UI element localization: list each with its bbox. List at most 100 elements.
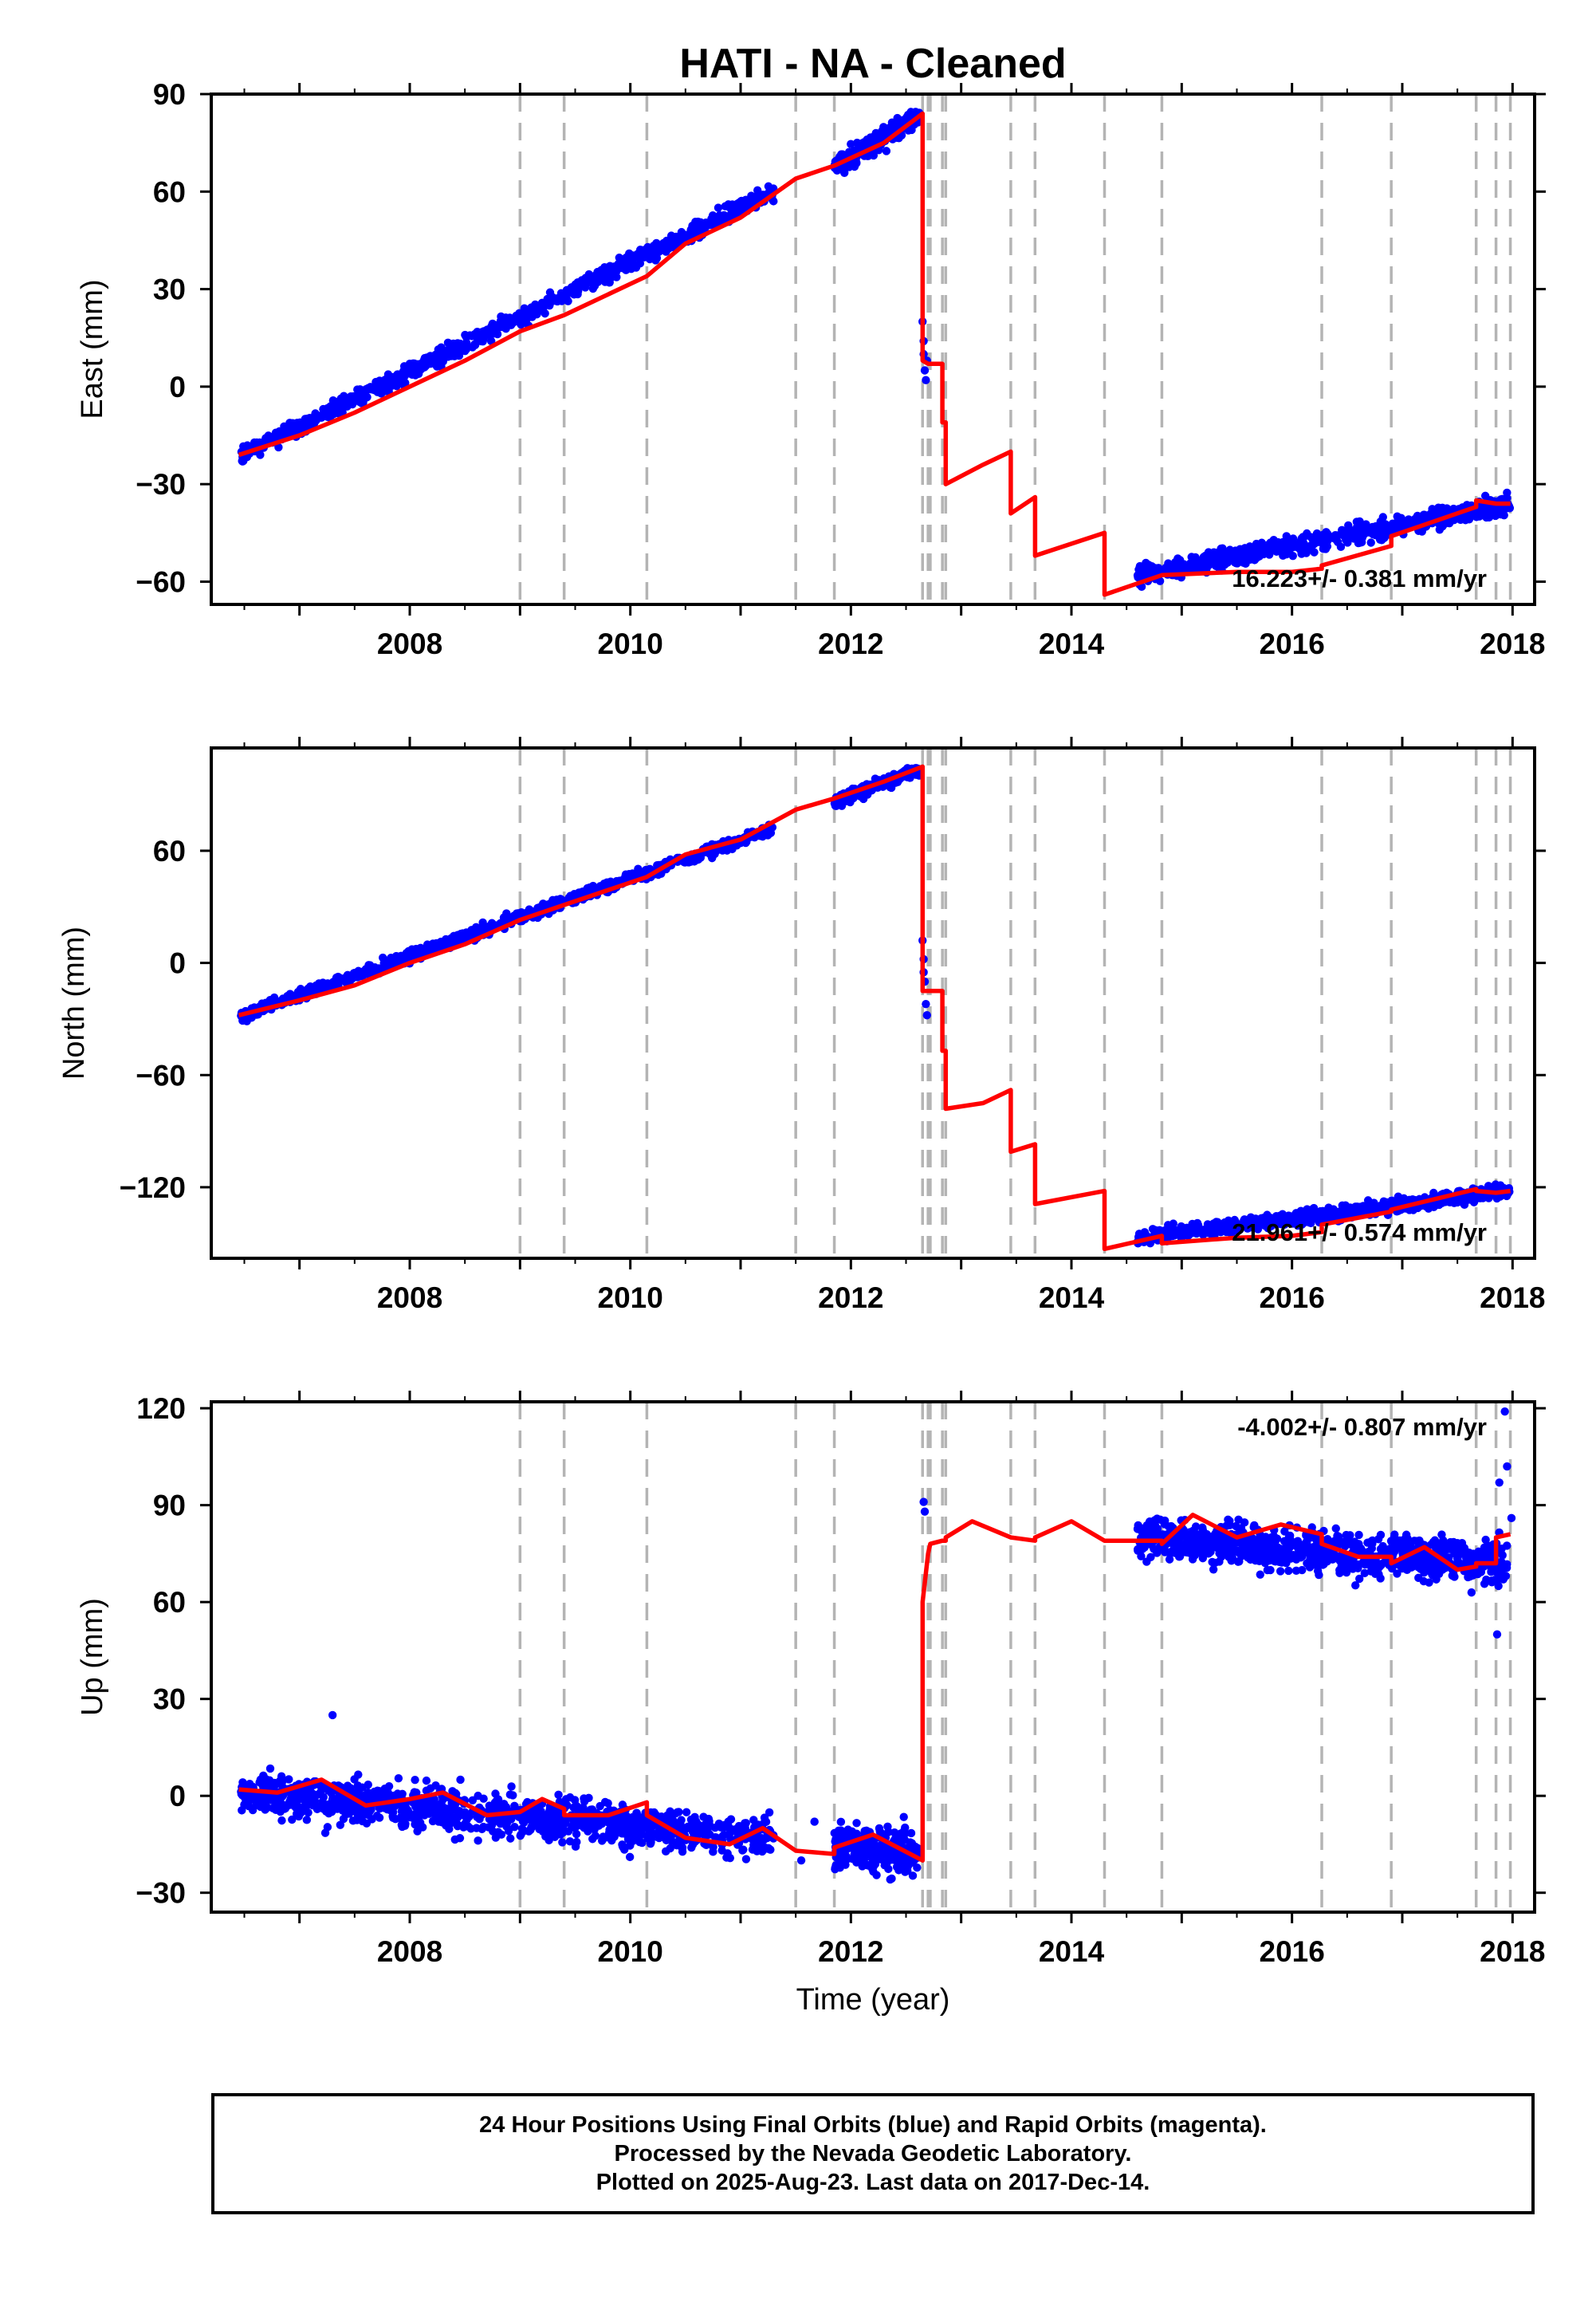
data-point bbox=[621, 870, 631, 879]
panel-north: 2008 2010 2012 2014 2016 2018−120−60060North … bbox=[57, 737, 1546, 1314]
data-point bbox=[411, 368, 419, 377]
data-point bbox=[374, 964, 383, 973]
data-point bbox=[544, 1836, 553, 1845]
data-point bbox=[659, 1832, 668, 1842]
data-point bbox=[571, 1842, 580, 1852]
data-point bbox=[404, 1812, 413, 1820]
y-tick-label: 0 bbox=[169, 947, 186, 980]
model-fit-line bbox=[238, 111, 1511, 597]
plot-frame bbox=[210, 746, 1536, 1260]
data-point bbox=[1458, 1193, 1468, 1202]
data-point bbox=[615, 257, 625, 266]
data-point bbox=[713, 203, 723, 212]
x-tick-label: 2018 bbox=[1480, 628, 1545, 660]
data-point bbox=[1281, 538, 1290, 548]
data-point bbox=[456, 339, 465, 348]
data-point bbox=[741, 1855, 751, 1863]
data-point bbox=[1253, 547, 1262, 556]
data-point bbox=[413, 1810, 422, 1820]
data-point bbox=[723, 1849, 732, 1858]
data-point bbox=[1223, 1220, 1232, 1230]
data-point bbox=[421, 359, 430, 368]
data-point bbox=[673, 1808, 682, 1816]
data-point bbox=[1226, 547, 1235, 556]
data-point bbox=[666, 1836, 675, 1845]
data-point bbox=[1262, 544, 1272, 553]
data-point bbox=[597, 1819, 607, 1828]
data-point bbox=[1435, 1200, 1444, 1210]
data-point bbox=[510, 1822, 519, 1832]
data-point bbox=[274, 443, 283, 452]
data-point bbox=[645, 1824, 654, 1832]
data-point bbox=[1428, 505, 1437, 514]
data-point bbox=[1209, 550, 1218, 559]
data-point bbox=[364, 1780, 372, 1789]
data-point bbox=[558, 1823, 568, 1832]
data-point bbox=[1445, 1196, 1455, 1206]
data-point bbox=[911, 770, 921, 779]
data-point bbox=[355, 390, 364, 399]
panel-up: 2008 2010 2012 2014 2016 2018−300306090120Up … bbox=[76, 1391, 1546, 1968]
data-point bbox=[324, 1786, 332, 1795]
data-point bbox=[859, 794, 868, 804]
data-point bbox=[380, 1784, 389, 1793]
data-point bbox=[383, 962, 391, 970]
data-point bbox=[383, 370, 393, 379]
data-point bbox=[686, 1823, 695, 1832]
data-point bbox=[418, 1804, 427, 1813]
data-point bbox=[625, 249, 634, 258]
data-point bbox=[1366, 538, 1375, 547]
data-point bbox=[355, 397, 364, 407]
data-point bbox=[387, 381, 396, 390]
data-point bbox=[1322, 529, 1331, 537]
data-point bbox=[313, 1790, 321, 1800]
data-point bbox=[1378, 513, 1388, 521]
data-point bbox=[411, 1802, 420, 1812]
data-point bbox=[430, 943, 440, 952]
data-point bbox=[906, 108, 915, 116]
data-point bbox=[434, 1817, 443, 1826]
model-fit-line bbox=[238, 764, 1511, 1252]
data-point bbox=[278, 1777, 287, 1786]
data-point bbox=[353, 1781, 363, 1790]
plot-frame bbox=[210, 92, 1536, 606]
data-point bbox=[1362, 526, 1371, 536]
data-point bbox=[887, 118, 897, 127]
data-point bbox=[472, 1824, 481, 1832]
data-point bbox=[238, 1016, 247, 1025]
data-point bbox=[1240, 545, 1250, 555]
data-point bbox=[569, 1803, 578, 1812]
x-tick-label: 2018 bbox=[1480, 1281, 1545, 1314]
data-point bbox=[652, 254, 662, 263]
data-point bbox=[1223, 558, 1232, 567]
data-point bbox=[1209, 559, 1218, 568]
data-point bbox=[434, 356, 443, 364]
data-point bbox=[660, 241, 670, 250]
data-point bbox=[1202, 1228, 1211, 1237]
data-point bbox=[635, 1813, 645, 1823]
data-point bbox=[1378, 1203, 1387, 1213]
data-point bbox=[432, 1802, 442, 1811]
data-point bbox=[629, 1836, 638, 1845]
data-point bbox=[604, 263, 614, 272]
data-point bbox=[400, 1821, 410, 1830]
y-axis-label: East (mm) bbox=[76, 279, 109, 419]
data-point bbox=[398, 1815, 407, 1824]
data-point bbox=[769, 197, 778, 206]
data-point bbox=[386, 1806, 395, 1815]
data-point bbox=[649, 242, 658, 250]
data-point bbox=[312, 411, 320, 420]
data-point bbox=[293, 987, 303, 997]
data-point bbox=[1190, 559, 1199, 569]
data-point bbox=[319, 980, 328, 989]
rate-annotation: 21.961+/- 0.574 mm/yr bbox=[1232, 1218, 1487, 1246]
data-point bbox=[1288, 551, 1297, 561]
data-point bbox=[765, 1808, 774, 1817]
data-point bbox=[1135, 561, 1145, 571]
data-point bbox=[434, 345, 443, 354]
data-point bbox=[719, 213, 728, 222]
data-point bbox=[645, 254, 655, 264]
data-point bbox=[474, 1836, 482, 1845]
data-point bbox=[1336, 542, 1346, 552]
y-tick-label: 30 bbox=[153, 274, 186, 306]
